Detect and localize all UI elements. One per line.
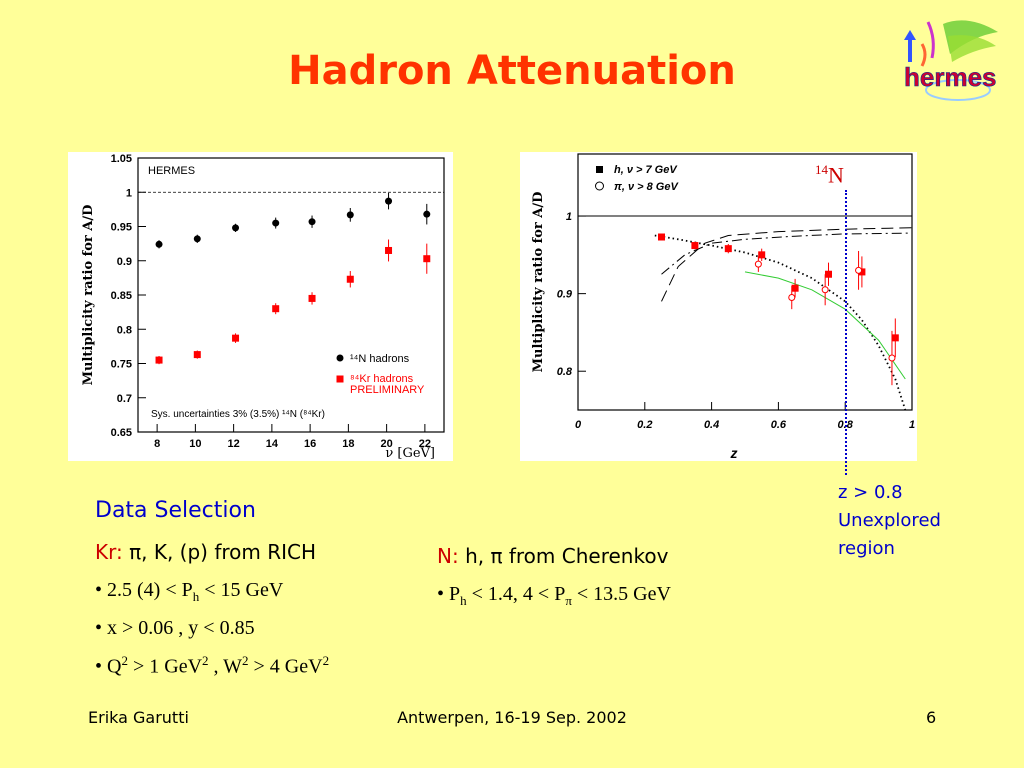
y-tick-label: 1.05	[111, 153, 132, 165]
data-point	[858, 268, 866, 276]
data-point	[308, 218, 316, 226]
data-point	[855, 266, 863, 274]
data-point	[272, 305, 280, 313]
systematics-note: Sys. uncertainties 3% (3.5%) ¹⁴N (⁸⁴Kr)	[151, 409, 325, 420]
data-selection-heading: Data Selection	[95, 498, 256, 523]
data-point	[385, 197, 393, 205]
x-tick-label: 16	[304, 438, 316, 450]
model-curve	[661, 227, 913, 302]
plot-frame	[577, 153, 913, 411]
data-point	[758, 251, 766, 259]
data-point	[193, 235, 201, 243]
data-point	[232, 224, 240, 232]
legend-label: π, ν > 8 GeV	[614, 181, 679, 193]
x-tick-label: 10	[189, 438, 201, 450]
kr-selection: Kr: π, K, (p) from RICH	[95, 540, 316, 564]
data-point	[754, 260, 762, 268]
x-axis-label: ν [GeV]	[385, 446, 435, 461]
x-tick-label: 22	[419, 438, 431, 450]
data-point	[232, 334, 240, 342]
x-tick-label: 8	[154, 438, 160, 450]
legend-label: ⁸⁴Kr hadrons	[350, 373, 414, 385]
data-point	[423, 255, 431, 263]
kr-cut-momentum: • 2.5 (4) < Ph < 15 GeV	[95, 579, 284, 604]
legend-marker	[595, 181, 604, 191]
y-tick-label: 1	[126, 187, 132, 199]
n14-label: 14N	[815, 162, 844, 188]
x-tick-label: 18	[342, 438, 354, 450]
logo-text: hermes	[904, 62, 997, 92]
data-point	[821, 286, 829, 294]
data-point	[346, 211, 354, 219]
x-tick-label: 20	[381, 438, 393, 450]
y-tick-label: 0.7	[117, 393, 132, 405]
y-tick-label: 0.8	[557, 366, 573, 378]
n-text: h, π from Cherenkov	[465, 544, 669, 568]
data-point	[658, 233, 665, 241]
n-label: N:	[437, 544, 459, 568]
data-point	[825, 270, 832, 278]
y-axis-label: Multiplicity ratio for A/D	[81, 205, 96, 386]
legend-label: h, ν > 7 GeV	[614, 164, 678, 176]
kr-text: π, K, (p) from RICH	[129, 540, 317, 564]
y-tick-label: 0.9	[557, 289, 573, 301]
unexplored-region-note: z > 0.8 Unexplored region	[838, 479, 941, 563]
z-cut-text: z > 0.8	[838, 482, 903, 503]
kr-cut-xy: • x > 0.06 , y < 0.85	[95, 617, 255, 639]
data-point	[193, 351, 201, 359]
x-tick-label: 14	[266, 438, 279, 450]
legend-marker	[336, 375, 344, 383]
data-point	[272, 219, 280, 227]
data-point	[691, 242, 699, 250]
region-text: region	[838, 538, 895, 559]
n-selection: N: h, π from Cherenkov	[437, 544, 668, 568]
data-point	[888, 354, 896, 362]
legend-label: ¹⁴N hadrons	[350, 353, 410, 365]
hermes-logo: hermes	[904, 20, 998, 101]
unexplored-text: Unexplored	[838, 510, 941, 531]
model-curve	[661, 232, 913, 275]
footer-author: Erika Garutti	[88, 708, 189, 727]
z-cut-line	[845, 190, 847, 475]
y-tick-label: 0.9	[117, 256, 132, 268]
x-tick-label: 0.4	[704, 419, 719, 431]
data-point	[891, 334, 899, 342]
x-axis-label: z	[730, 445, 738, 461]
legend-label-preliminary: PRELIMINARY	[350, 384, 425, 396]
model-curve	[654, 234, 907, 411]
data-point	[423, 210, 431, 218]
legend-marker	[596, 166, 603, 173]
x-tick-label: 0.2	[637, 419, 652, 431]
x-tick-label: 1	[909, 419, 915, 431]
y-tick-label: 1	[566, 211, 572, 223]
data-point	[155, 240, 163, 248]
y-tick-label: 0.95	[111, 222, 132, 234]
page-number: 6	[926, 708, 937, 727]
data-point	[155, 356, 163, 364]
data-point	[346, 275, 354, 283]
chart-title: HERMES	[148, 165, 195, 177]
data-point	[791, 284, 799, 292]
y-tick-label: 0.75	[111, 359, 132, 371]
y-axis-label: Multiplicity ratio for A/D	[531, 192, 546, 373]
slide-title: Hadron Attenuation	[288, 48, 736, 94]
model-curve	[744, 271, 906, 380]
data-point	[385, 246, 393, 254]
n-cut-momentum: • Ph < 1.4, 4 < Pπ < 13.5 GeV	[437, 583, 671, 608]
nu-dependence-chart: 0.65 0.7 0.75 0.8 0.85 0.9 0.95 1 1.05 8 10 12 14 16 1…	[68, 152, 453, 461]
y-tick-label: 0.85	[111, 290, 132, 302]
x-tick-label: 0	[575, 419, 582, 431]
y-tick-label: 0.8	[117, 324, 132, 336]
data-point	[308, 294, 316, 302]
data-point	[724, 245, 732, 253]
x-tick-label: 0.6	[771, 419, 787, 431]
legend-marker	[336, 354, 344, 362]
x-tick-label: 12	[228, 438, 240, 450]
y-tick-label: 0.65	[111, 427, 132, 439]
data-point	[788, 294, 796, 302]
kr-label: Kr:	[95, 540, 123, 564]
footer-conference: Antwerpen, 16-19 Sep. 2002	[397, 708, 627, 727]
kr-cut-q2w2: • Q2 > 1 GeV2 , W2 > 4 GeV2	[95, 653, 330, 678]
